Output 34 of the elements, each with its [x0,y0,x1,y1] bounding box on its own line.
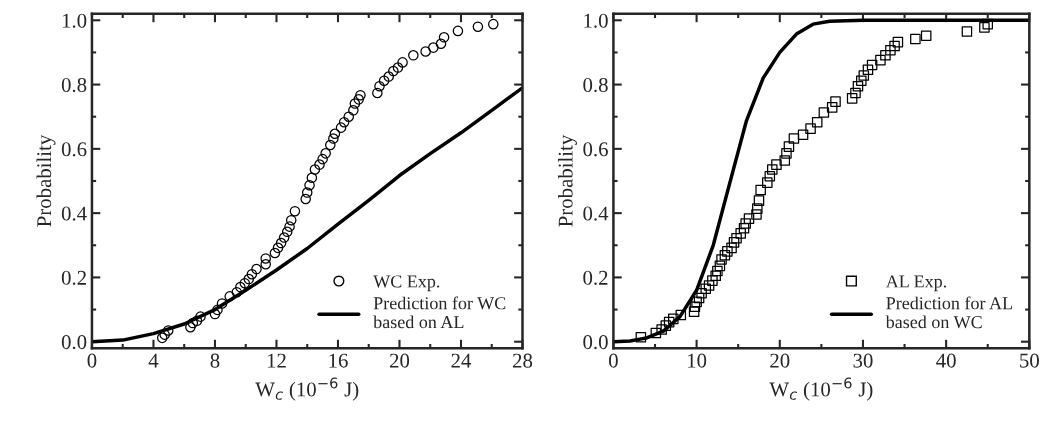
x-tick-label: 8 [210,353,220,368]
y-tick-label: 0.0 [583,335,608,350]
x-tick-label: 10 [688,353,707,368]
y-tick-label: 0.2 [61,270,86,285]
x-tick-label: 12 [267,353,286,368]
x-axis-title: W$_{c}$ (10$^{−6}$ J) [769,377,873,401]
x-tick-label: 50 [1020,353,1039,368]
y-tick-label: 1.0 [62,13,87,28]
x-tick-label: 20 [389,353,410,368]
x-tick-label: 4 [148,353,159,368]
x-tick-label: 30 [853,353,873,368]
x-tick-label: 24 [451,353,472,368]
x-tick-label: 0 [87,353,97,368]
legend-label: WC Exp. [373,275,440,292]
legend-label: Prediction for WC based on AL [373,296,506,329]
y-tick-label: 0.8 [583,77,608,93]
y-tick-label: 0.6 [61,142,87,157]
y-tick-label: 0.0 [61,335,87,350]
y-tick-label: 1.0 [584,13,608,28]
x-tick-label: 0 [609,353,618,368]
x-tick-label: 28 [513,353,533,368]
legend-label: Prediction for AL based on WC [885,296,1012,329]
legend-label: AL Exp. [885,275,947,292]
x-axis-title: W$_{c}$ (10$^{−6}$ J) [255,377,359,401]
y-axis-title: Probability [558,134,577,227]
y-tick-label: 0.6 [583,142,608,157]
x-tick-label: 40 [936,353,956,368]
y-tick-label: 0.4 [61,206,87,221]
y-axis-title: Probability [36,134,56,227]
x-tick-label: 16 [329,353,348,368]
y-tick-label: 0.4 [583,206,609,221]
x-tick-label: 20 [770,353,790,368]
y-tick-label: 0.8 [61,77,87,93]
y-tick-label: 0.2 [583,270,608,285]
